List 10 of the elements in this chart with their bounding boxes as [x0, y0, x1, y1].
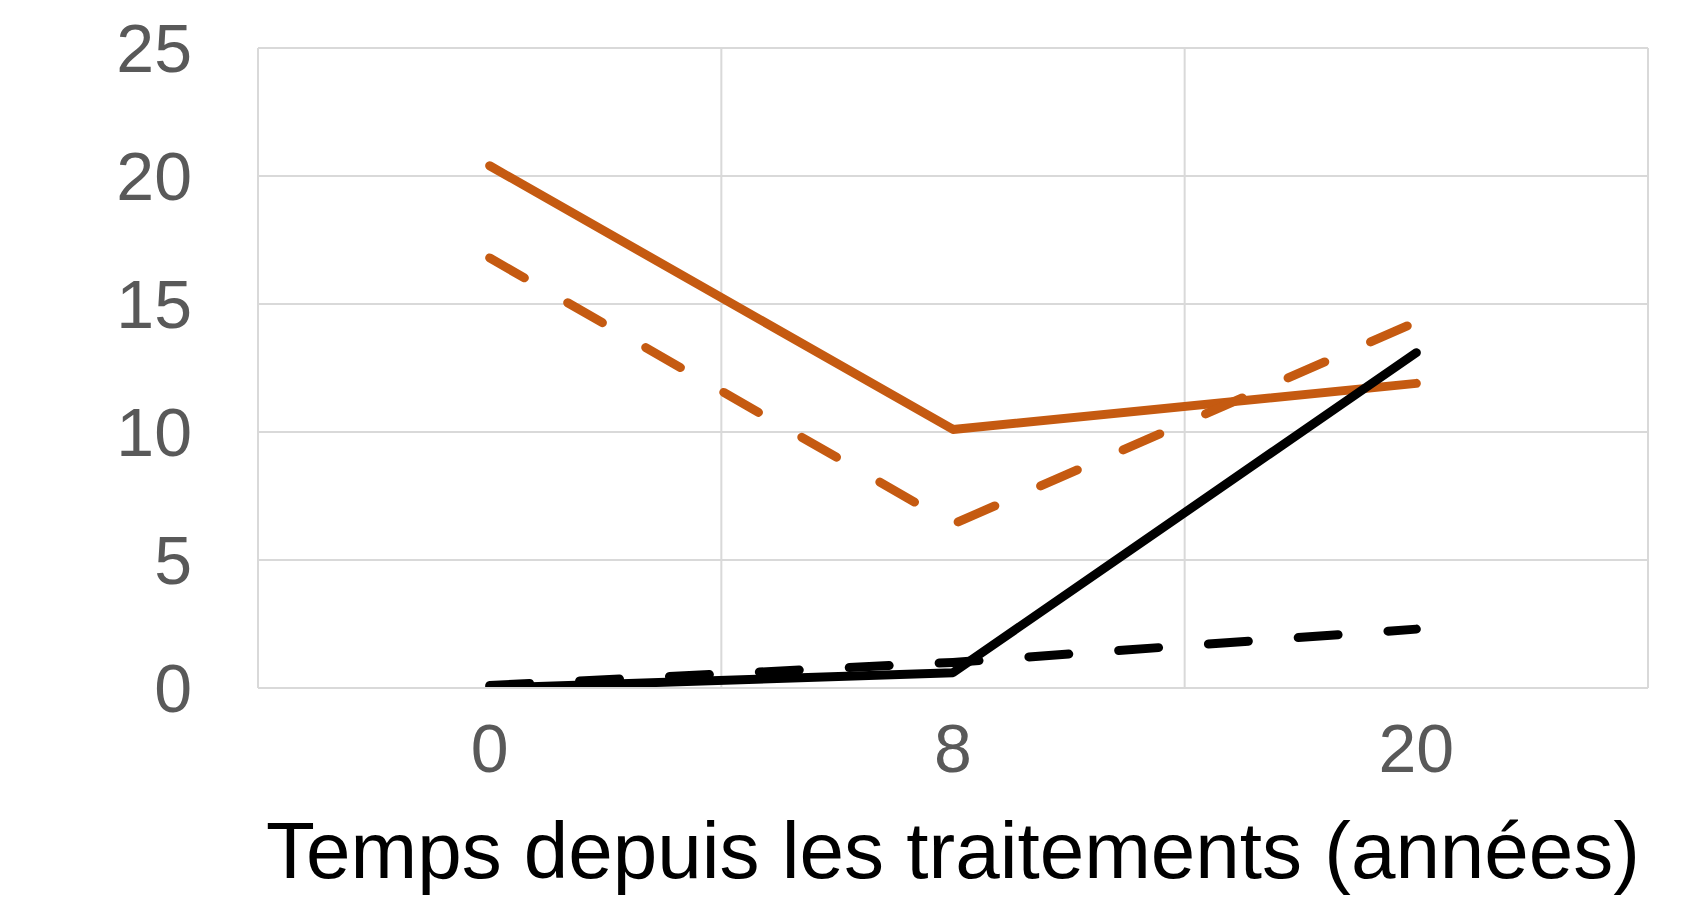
y-tick-label: 0: [154, 650, 192, 727]
y-tick-label: 20: [116, 138, 192, 215]
x-tick-label: 0: [470, 710, 509, 787]
x-tick-label: 8: [934, 710, 972, 787]
y-tick-label: 25: [116, 10, 192, 87]
y-tick-label: 15: [116, 266, 192, 343]
x-tick-label: 20: [1378, 710, 1455, 787]
y-tick-label: 10: [116, 394, 192, 471]
x-axis-title: Temps depuis les traitements (années): [266, 806, 1640, 895]
y-tick-label: 5: [154, 522, 192, 599]
